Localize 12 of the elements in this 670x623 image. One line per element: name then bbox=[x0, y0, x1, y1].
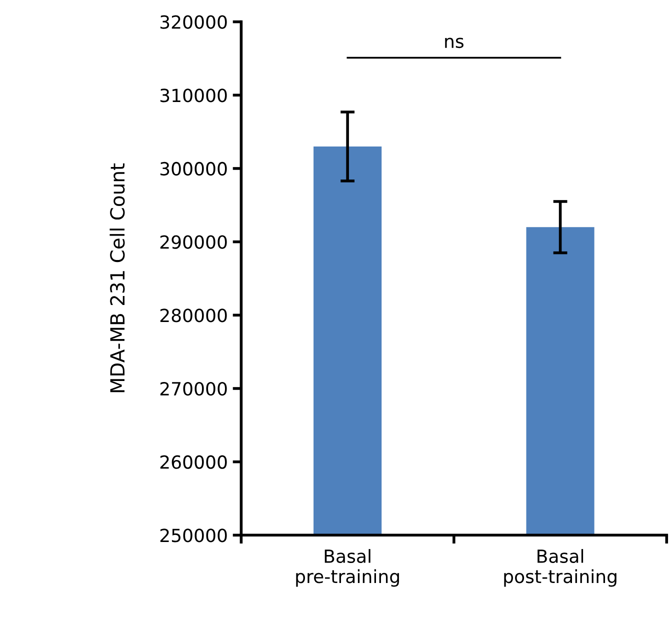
y-tick-label: 270000 bbox=[160, 382, 227, 396]
y-tick-label: 260000 bbox=[160, 455, 227, 469]
y-tick-label: 320000 bbox=[160, 15, 227, 29]
x-tick-label: Basal post-training bbox=[504, 549, 616, 587]
y-tick-label: 310000 bbox=[160, 88, 227, 102]
y-tick-label: 290000 bbox=[160, 235, 227, 249]
annotation: ns bbox=[445, 38, 464, 48]
y-tick-label: 280000 bbox=[160, 308, 227, 322]
y-axis-title: MDA-MB 231 Cell Count bbox=[110, 163, 125, 392]
y-tick-label: 300000 bbox=[160, 162, 227, 176]
y-tick-label: 250000 bbox=[160, 528, 227, 542]
x-tick-label: Basal pre-training bbox=[296, 549, 399, 587]
